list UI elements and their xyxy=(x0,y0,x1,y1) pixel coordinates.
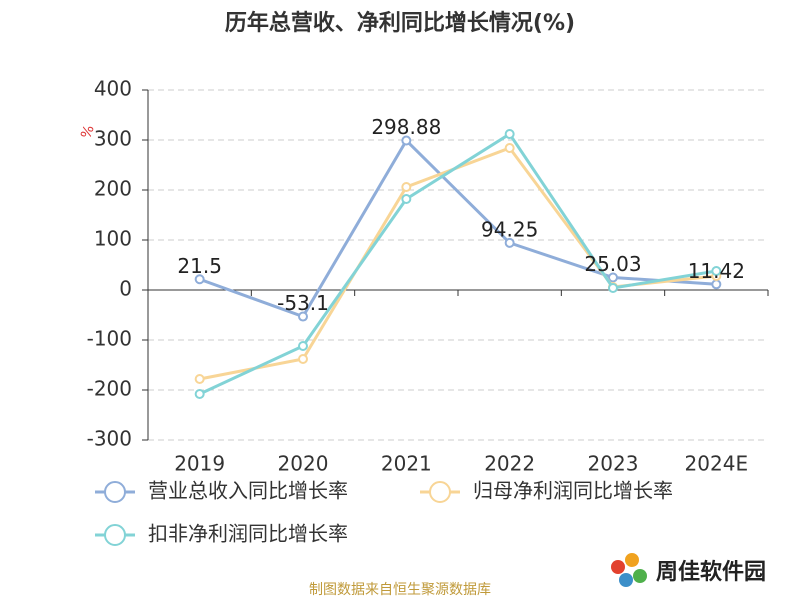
x-tick-label: 2021 xyxy=(381,452,432,476)
point xyxy=(504,237,515,248)
x-tick-label: 2024E xyxy=(685,452,749,476)
point xyxy=(298,311,308,322)
y-tick-label: -300 xyxy=(87,427,132,451)
legend-item[interactable]: 扣非净利润同比增长率 xyxy=(95,522,348,546)
legend-marker xyxy=(429,481,451,503)
point xyxy=(298,354,308,364)
legend-label: 归母净利润同比增长率 xyxy=(473,479,673,503)
point xyxy=(401,182,412,192)
point xyxy=(504,129,515,139)
watermark: 周佳软件园 xyxy=(656,559,766,585)
point xyxy=(298,341,308,351)
x-tick-label: 2023 xyxy=(588,452,639,476)
legend-item[interactable]: 营业总收入同比增长率 xyxy=(95,479,348,503)
y-axis-label: % xyxy=(78,123,98,141)
x-tick-label: 2020 xyxy=(278,452,329,476)
x-tick-label: 2022 xyxy=(484,452,535,476)
point xyxy=(608,272,618,283)
series-line xyxy=(199,138,717,319)
y-tick-label: 400 xyxy=(94,77,132,101)
data-label: 11.42 xyxy=(688,259,745,283)
legend-label: 营业总收入同比增长率 xyxy=(148,479,348,503)
point xyxy=(194,374,205,384)
legend-marker xyxy=(104,524,126,546)
data-label: 94.25 xyxy=(481,217,538,241)
data-label: 21.5 xyxy=(177,254,222,278)
point xyxy=(194,274,205,285)
point xyxy=(401,135,412,146)
y-tick-label: -100 xyxy=(87,327,132,351)
legend-label: 扣非净利润同比增长率 xyxy=(148,522,348,546)
y-tick-label: 100 xyxy=(94,227,132,251)
series-line xyxy=(199,131,717,396)
data-label: 298.88 xyxy=(371,115,441,139)
chart-title: 历年总营收、净利同比增长情况(%) xyxy=(225,10,575,36)
point xyxy=(608,283,618,293)
y-tick-label: 0 xyxy=(119,277,132,301)
point xyxy=(711,266,722,276)
data-label: -53.1 xyxy=(277,291,329,315)
y-tick-label: 300 xyxy=(94,127,132,151)
point xyxy=(504,143,515,153)
point xyxy=(194,389,205,399)
y-tick-label: -200 xyxy=(87,377,132,401)
legend-marker xyxy=(104,481,126,503)
logo-icon xyxy=(611,553,647,587)
y-tick-label: 200 xyxy=(94,177,132,201)
legend-item[interactable]: 归母净利润同比增长率 xyxy=(420,479,673,503)
point xyxy=(401,194,412,204)
x-tick-label: 2019 xyxy=(174,452,225,476)
data-label: 25.03 xyxy=(584,252,641,276)
source: 制图数据来自恒生聚源数据库 xyxy=(309,582,491,598)
